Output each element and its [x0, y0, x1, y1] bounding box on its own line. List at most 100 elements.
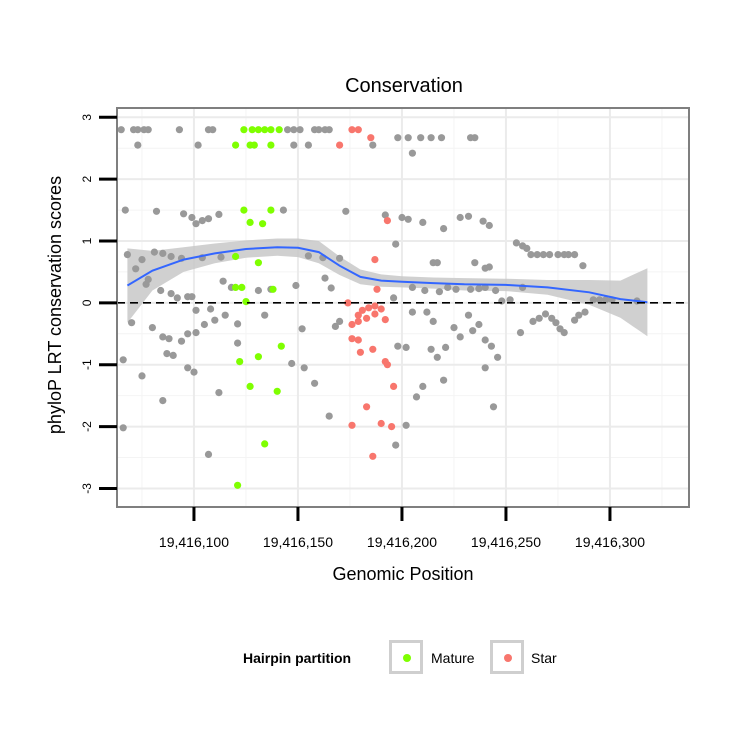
- data-point-other: [464, 212, 473, 220]
- data-point-other: [134, 141, 142, 149]
- y-tick-label: -2: [80, 421, 94, 432]
- data-point-other: [204, 450, 213, 458]
- data-point-other: [450, 324, 458, 332]
- data-point-other: [404, 215, 412, 223]
- data-point-other: [481, 336, 489, 344]
- data-point-other: [421, 286, 429, 295]
- data-point-star: [348, 320, 356, 329]
- data-point-star: [381, 316, 389, 324]
- data-point-mature: [259, 220, 267, 228]
- data-point-star: [373, 285, 381, 293]
- data-point-other: [444, 283, 452, 291]
- data-point-other: [442, 343, 450, 351]
- data-point-other: [433, 259, 441, 267]
- data-point-other: [192, 220, 200, 228]
- data-point-other: [198, 217, 206, 225]
- data-point-other: [539, 251, 548, 259]
- data-point-star: [388, 423, 396, 431]
- data-point-star: [383, 217, 391, 225]
- data-point-other: [408, 308, 416, 316]
- data-point-star: [358, 306, 366, 314]
- data-point-other: [290, 126, 298, 134]
- data-point-other: [128, 319, 136, 327]
- data-point-other: [234, 339, 242, 347]
- data-point-other: [402, 343, 410, 351]
- data-point-other: [456, 333, 464, 341]
- data-point-other: [552, 319, 560, 327]
- data-point-mature: [238, 283, 246, 291]
- data-point-other: [435, 288, 443, 296]
- data-point-other: [325, 126, 333, 134]
- data-point-other: [336, 254, 344, 262]
- data-point-other: [427, 134, 435, 142]
- data-point-other: [331, 322, 339, 330]
- data-point-mature: [232, 252, 240, 261]
- data-point-other: [527, 251, 535, 259]
- data-point-other: [292, 281, 300, 290]
- data-point-other: [485, 221, 493, 230]
- data-point-other: [169, 351, 177, 359]
- data-point-other: [204, 215, 213, 223]
- data-point-other: [529, 317, 537, 325]
- data-point-other: [119, 356, 127, 364]
- data-point-other: [184, 364, 192, 372]
- data-point-other: [417, 134, 425, 142]
- data-point-other: [284, 126, 292, 134]
- data-point-other: [481, 364, 489, 372]
- data-point-mature: [275, 126, 283, 134]
- data-point-star: [354, 317, 362, 325]
- data-point-other: [464, 311, 473, 319]
- data-point-other: [579, 262, 587, 270]
- data-point-other: [602, 296, 610, 304]
- data-point-star: [390, 382, 398, 390]
- data-point-mature: [269, 285, 277, 293]
- data-point-other: [157, 286, 165, 295]
- data-point-mature: [261, 440, 269, 448]
- data-point-other: [398, 213, 406, 222]
- data-point-other: [535, 314, 543, 322]
- data-point-other: [152, 207, 161, 215]
- data-point-other: [369, 141, 377, 149]
- chart-title: Conservation: [345, 75, 463, 97]
- data-point-other: [279, 206, 287, 214]
- data-point-other: [144, 126, 152, 134]
- data-point-other: [596, 296, 604, 304]
- data-point-mature: [248, 126, 256, 134]
- plot-panel: 19,416,100 19,416,150 19,416,200 19,416,250…: [80, 107, 690, 550]
- legend-key-star: [490, 640, 524, 674]
- data-point-other: [188, 293, 196, 301]
- x-tick-label: 19,416,300: [575, 534, 645, 550]
- data-point-other: [167, 252, 175, 261]
- legend-label-mature: Mature: [431, 650, 475, 666]
- data-point-mature: [240, 206, 248, 214]
- data-point-other: [516, 329, 525, 337]
- data-point-star: [354, 126, 362, 134]
- legend-label-star: Star: [531, 650, 557, 666]
- data-point-other: [485, 263, 493, 271]
- data-point-other: [304, 141, 312, 149]
- data-point-other: [506, 296, 514, 304]
- data-point-other: [392, 441, 400, 449]
- data-point-other: [392, 240, 400, 248]
- data-point-other: [159, 333, 167, 341]
- data-point-mature: [267, 141, 275, 149]
- data-point-other: [315, 126, 323, 134]
- data-point-star: [344, 299, 352, 307]
- data-point-star: [369, 345, 377, 353]
- data-point-other: [533, 251, 541, 259]
- data-point-other: [325, 412, 333, 420]
- data-point-other: [419, 218, 427, 226]
- data-point-other: [492, 286, 500, 295]
- data-point-other: [575, 311, 583, 319]
- data-point-other: [452, 285, 460, 293]
- legend-key-mature: [389, 640, 423, 674]
- data-point-other: [123, 251, 131, 259]
- data-point-mature: [277, 342, 285, 350]
- data-point-other: [159, 249, 167, 257]
- data-point-other: [475, 320, 483, 329]
- data-point-other: [427, 345, 435, 353]
- data-point-other: [184, 330, 192, 338]
- data-point-other: [121, 206, 129, 214]
- data-point-other: [456, 213, 464, 222]
- data-point-other: [541, 310, 550, 318]
